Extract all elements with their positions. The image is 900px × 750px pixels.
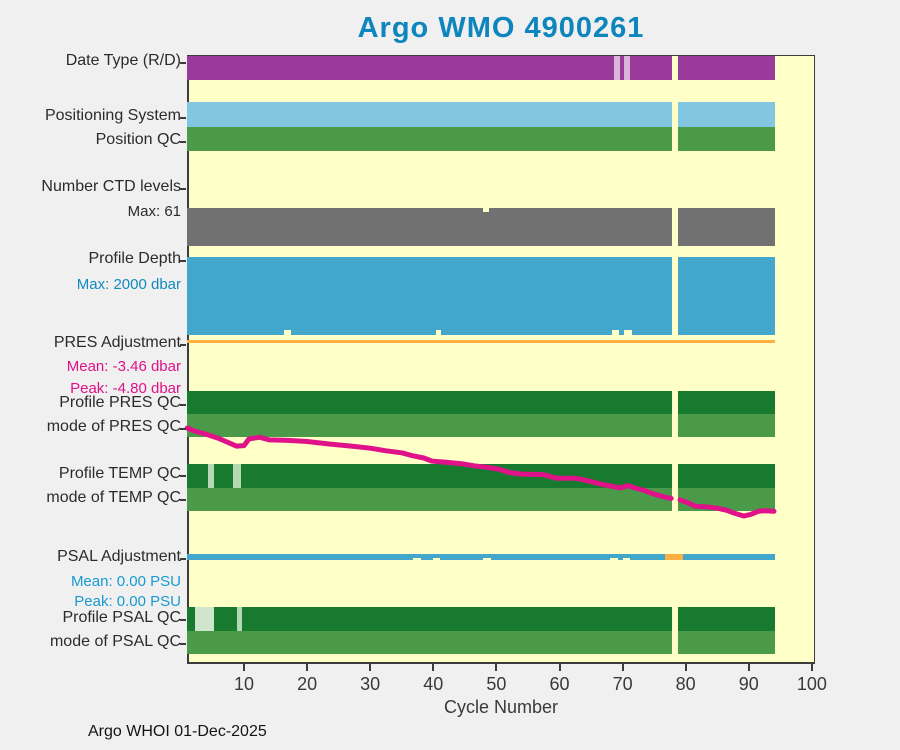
x-tickmark-80 (684, 663, 687, 671)
x-tickmark-30 (369, 663, 372, 671)
footer-credit: Argo WHOI 01-Dec-2025 (88, 723, 267, 740)
row-profile_pres_qc-segment (677, 391, 775, 414)
row-profile_psal_qc-overlay (194, 607, 214, 631)
x-tickmark-20 (306, 663, 309, 671)
row-ctd_levels-segment (677, 208, 775, 246)
y-tick-pres_adj (180, 344, 186, 346)
row-profile_depth-overlay (611, 330, 619, 335)
row-position_qc-segment (187, 127, 672, 151)
y-tick-mode_psal_qc (180, 643, 186, 645)
x-tickmark-70 (621, 663, 624, 671)
row-date_type-overlay (624, 56, 631, 80)
x-tickmark-100 (810, 663, 813, 671)
row-ctd_levels-segment (187, 208, 672, 246)
row-profile_depth-segment (187, 257, 672, 335)
chart-title: Argo WMO 4900261 (357, 12, 645, 44)
axis-label-position_qc: Position QC (95, 131, 181, 149)
y-tick-profile_psal_qc (180, 619, 186, 621)
row-mode_temp_qc-segment (187, 488, 672, 511)
y-tick-mode_temp_qc (180, 499, 186, 501)
axis-label-depth_max: Max: 2000 dbar (76, 275, 181, 293)
row-ctd_levels-overlay (483, 208, 490, 212)
row-mode_psal_qc-segment (677, 631, 775, 654)
x-tick-label-50: 50 (486, 674, 507, 694)
row-psal_adjustment-overlay (433, 558, 441, 560)
row-psal_adjustment-overlay (622, 558, 631, 560)
y-tick-ctd_levels (180, 188, 186, 190)
x-axis-label: Cycle Number (443, 697, 559, 717)
row-date_type-segment (187, 56, 672, 80)
axis-label-profile_temp_qc: Profile TEMP QC (58, 465, 181, 483)
axis-label-profile_psal_qc: Profile PSAL QC (62, 609, 181, 627)
y-tick-profile_depth (180, 260, 186, 262)
row-positioning_system-segment (187, 102, 672, 127)
axis-label-pres_mean: Mean: -3.46 dbar (66, 357, 181, 375)
axis-label-mode_pres_qc: mode of PRES QC (46, 418, 181, 436)
axis-label-mode_temp_qc: mode of TEMP QC (46, 489, 181, 507)
row-psal_adjustment-overlay (413, 558, 422, 560)
x-tick-label-100: 100 (796, 674, 827, 694)
axis-label-pres_peak: Peak: -4.80 dbar (70, 379, 181, 397)
y-tick-profile_pres_qc (180, 404, 186, 406)
axis-label-ctd_levels: Number CTD levels (41, 178, 181, 196)
row-date_type-overlay (613, 56, 621, 80)
axis-label-mode_psal_qc: mode of PSAL QC (49, 633, 181, 651)
axis-label-psal_peak: Peak: 0.00 PSU (74, 592, 181, 610)
axis-label-profile_pres_qc: Profile PRES QC (59, 394, 181, 412)
row-profile_psal_qc-overlay (237, 607, 243, 631)
x-tick-label-60: 60 (549, 674, 570, 694)
row-psal_adjustment-overlay (609, 558, 618, 560)
y-tick-profile_temp_qc (180, 475, 186, 477)
x-tick-label-20: 20 (297, 674, 318, 694)
chart-plot-area (187, 55, 815, 664)
axis-label-psal_adj: PSAL Adjustment (57, 548, 181, 566)
row-mode_psal_qc-segment (187, 631, 672, 654)
row-psal_adjustment-overlay (483, 558, 491, 560)
x-tickmark-60 (558, 663, 561, 671)
row-mode_pres_qc-segment (677, 414, 775, 437)
axis-label-ctd_max: Max: 61 (127, 202, 181, 220)
x-tickmark-10 (243, 663, 245, 671)
axis-label-date_type: Date Type (R/D) (65, 52, 181, 70)
row-positioning_system-segment (677, 102, 775, 127)
x-tick-label-70: 70 (612, 674, 633, 694)
row-profile_psal_qc-segment (677, 607, 775, 631)
row-profile_temp_qc-overlay (208, 464, 215, 488)
row-date_type-segment (677, 56, 775, 80)
axis-label-psal_mean: Mean: 0.00 PSU (70, 572, 181, 590)
x-tick-label-90: 90 (738, 674, 759, 694)
row-pres_adjustment-segment (187, 340, 775, 343)
y-tick-psal_adj (180, 558, 186, 560)
y-tick-positioning_system (180, 117, 186, 119)
y-tick-date_type (180, 62, 186, 64)
row-mode_pres_qc-segment (187, 414, 672, 437)
x-tick-label-80: 80 (675, 674, 696, 694)
row-psal_adjustment-segment (683, 554, 775, 560)
row-profile_depth-overlay (624, 330, 633, 335)
row-profile_depth-segment (677, 257, 775, 335)
row-profile_depth-overlay (435, 330, 442, 335)
row-psal_adjustment-segment (187, 554, 665, 560)
x-tick-label-40: 40 (423, 674, 444, 694)
row-psal_adjustment-overlay (664, 554, 684, 560)
row-profile_temp_qc-segment (677, 464, 775, 488)
row-profile_depth-overlay (284, 330, 291, 335)
axis-label-positioning_system: Positioning System (44, 107, 181, 125)
x-tick-label-10: 10 (233, 674, 255, 694)
axis-label-profile_depth: Profile Depth (88, 250, 182, 268)
x-tick-label-30: 30 (360, 674, 381, 694)
axis-label-pres_adj: PRES Adjustment (53, 334, 181, 352)
y-tick-position_qc (180, 141, 186, 143)
row-profile_pres_qc-segment (187, 391, 672, 414)
row-profile_psal_qc-segment (187, 607, 672, 631)
row-profile_temp_qc-overlay (233, 464, 241, 488)
row-position_qc-segment (677, 127, 775, 151)
x-tickmark-50 (495, 663, 498, 671)
x-tickmark-90 (747, 663, 750, 671)
x-tickmark-40 (432, 663, 435, 671)
y-tick-mode_pres_qc (180, 428, 186, 430)
